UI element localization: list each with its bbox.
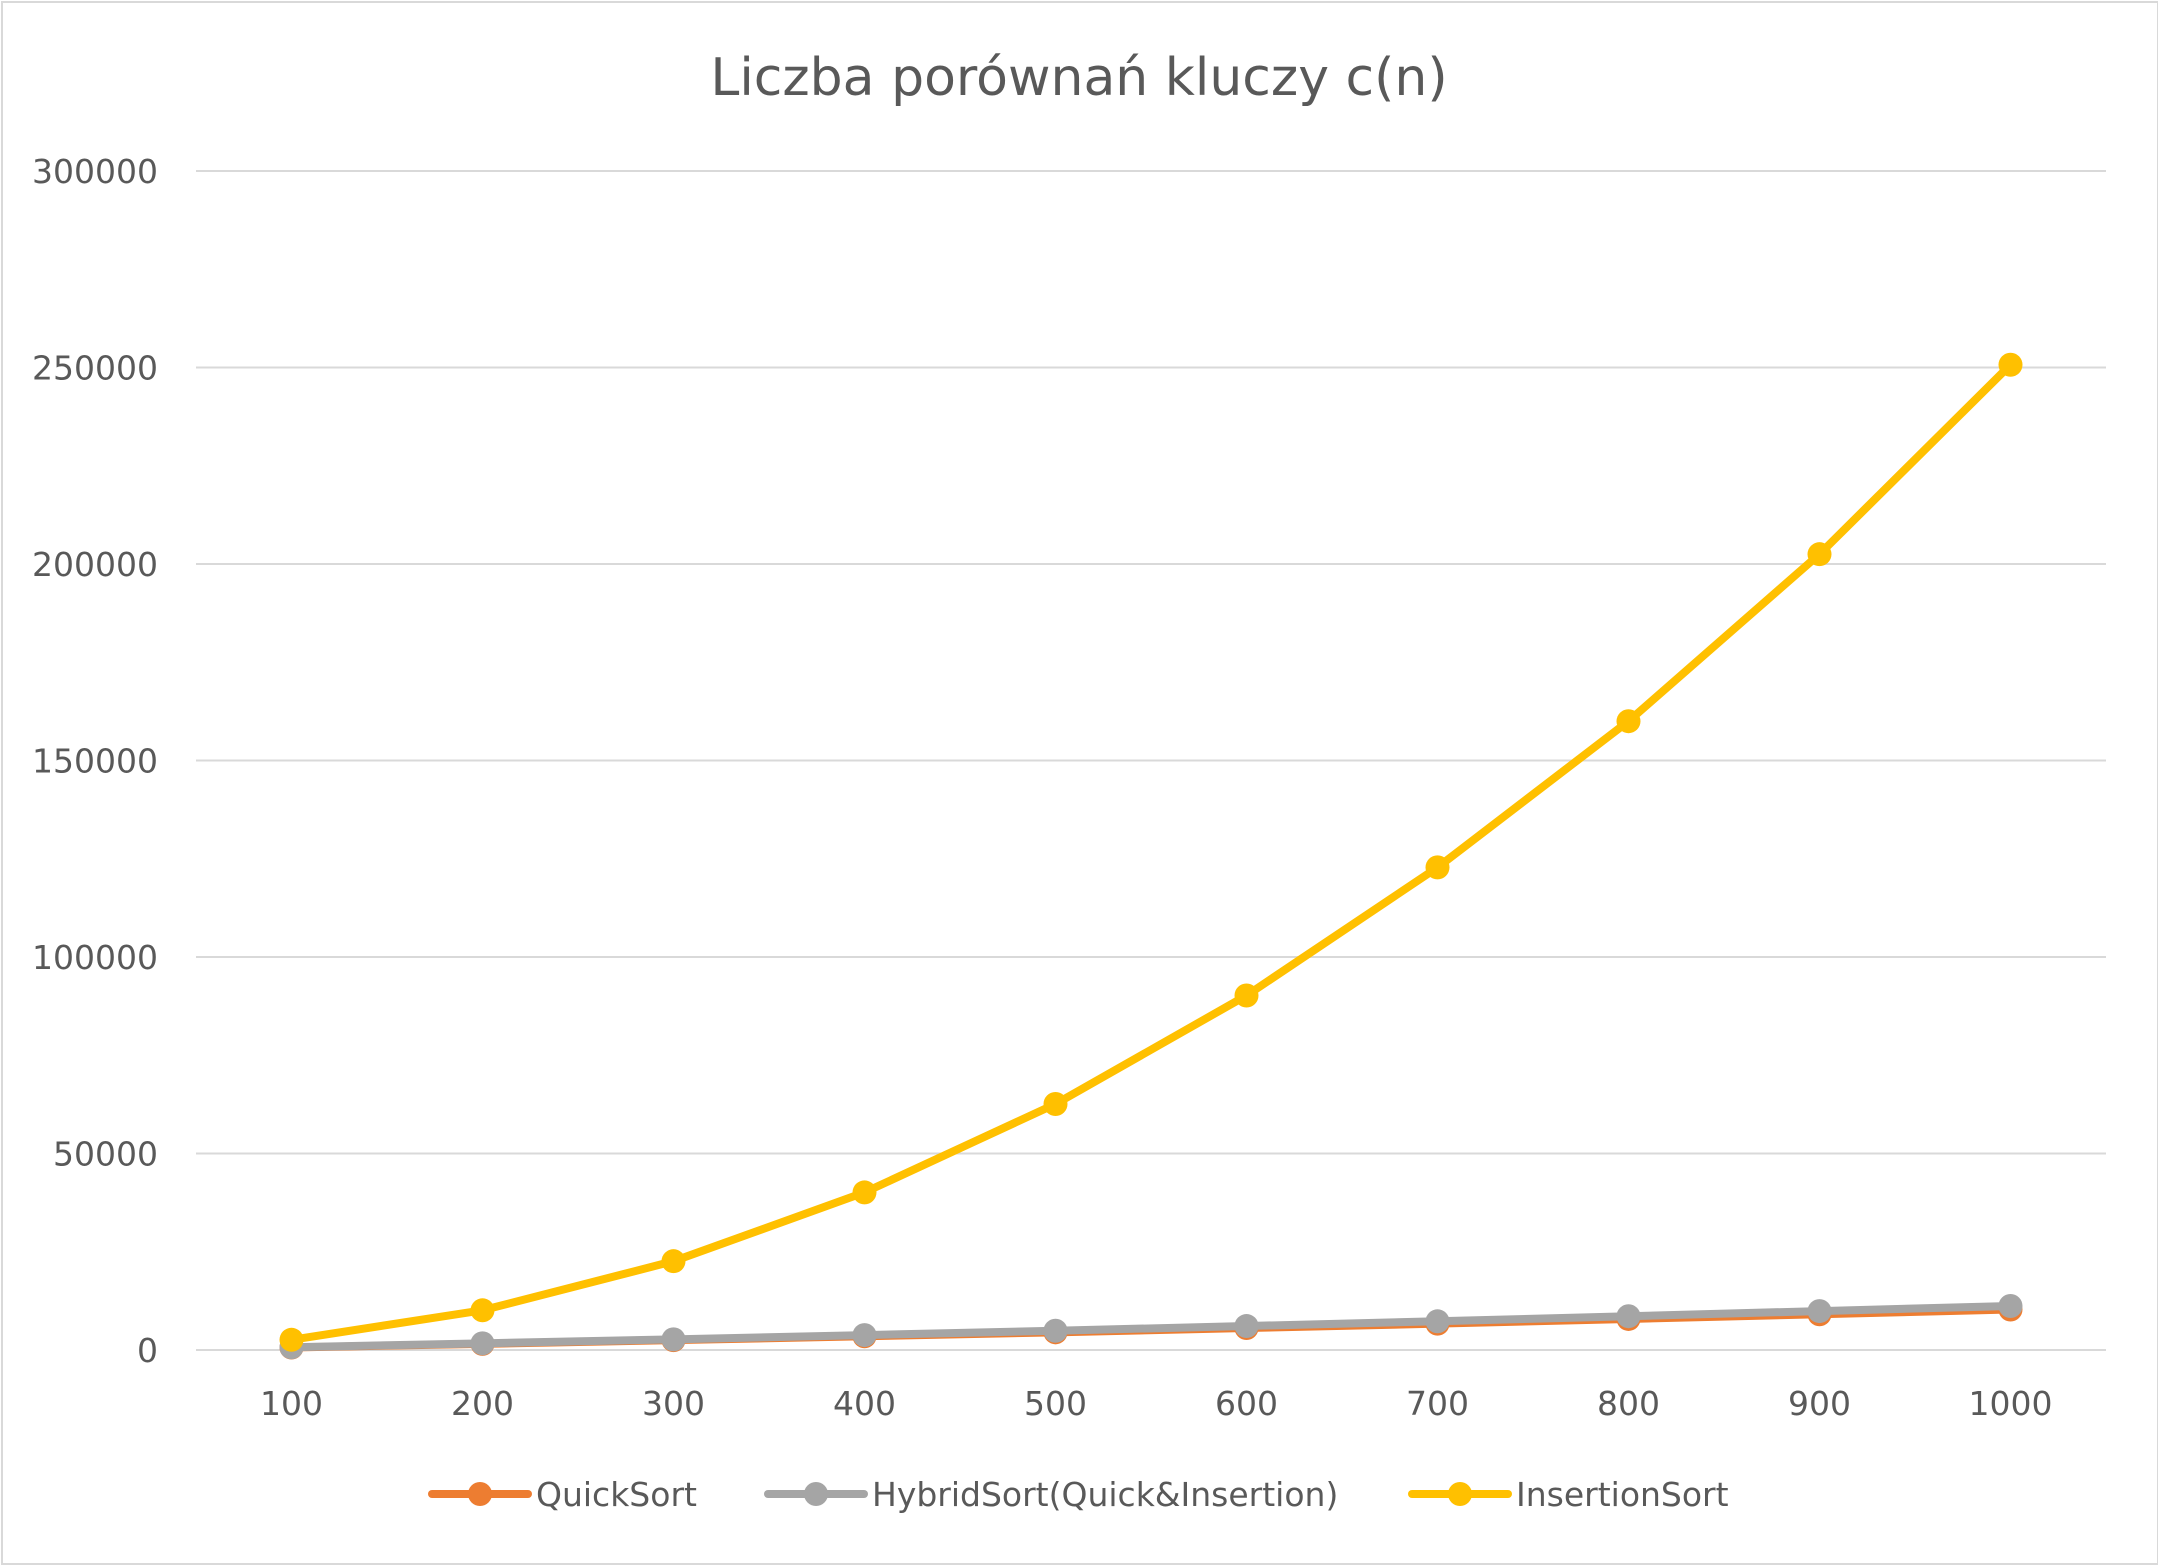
data-point [1425,855,1450,880]
data-point [852,1180,877,1205]
chart-title: Liczba porównań kluczy c(n) [710,48,1447,108]
legend-label: HybridSort(Quick&Insertion) [872,1475,1338,1514]
data-point [1807,542,1832,567]
data-point [1998,352,2023,377]
y-tick-label: 50000 [53,1135,158,1174]
data-point [661,1327,686,1352]
legend-label: InsertionSort [1516,1475,1729,1514]
legend-entry: InsertionSort [1408,1475,1729,1514]
data-point [1234,1314,1259,1339]
data-point [852,1323,877,1348]
x-tick-label: 500 [1024,1384,1087,1423]
data-point [1998,1293,2023,1318]
gridlines [196,170,2106,1351]
legend-swatch-marker [1448,1482,1472,1506]
series-lines [279,352,2023,1360]
data-point [470,1331,495,1356]
x-tick-label: 600 [1215,1384,1278,1423]
data-point [1616,1304,1641,1329]
y-tick-label: 100000 [32,938,158,977]
data-point [470,1298,495,1323]
data-point [1043,1318,1068,1343]
x-tick-label: 700 [1406,1384,1469,1423]
legend-swatch-marker [468,1482,492,1506]
x-tick-label: 400 [833,1384,896,1423]
x-tick-label: 800 [1597,1384,1660,1423]
data-point [1425,1309,1450,1334]
series-line [287,360,2015,1344]
x-tick-label: 300 [642,1384,705,1423]
data-point [1043,1091,1068,1116]
legend-entry: QuickSort [428,1475,697,1514]
data-point [661,1249,686,1274]
legend: QuickSort HybridSort(Quick&Insertion) Inse… [428,1475,1729,1514]
y-tick-label: 300000 [32,152,158,191]
x-tick-label: 100 [260,1384,323,1423]
y-tick-label: 0 [137,1331,158,1370]
legend-label: QuickSort [536,1475,697,1514]
data-point [1616,709,1641,734]
x-tick-label: 200 [451,1384,514,1423]
x-tick-label: 1000 [1969,1384,2053,1423]
legend-entry: HybridSort(Quick&Insertion) [764,1475,1338,1514]
data-point [1234,983,1259,1008]
x-axis-ticks: 100 200 300 400 500 600 700 800 900 1000 [260,1384,2052,1423]
legend-swatch-marker [804,1482,828,1506]
data-point [1807,1299,1832,1324]
data-point [279,1327,304,1352]
y-tick-label: 250000 [32,349,158,388]
x-tick-label: 900 [1788,1384,1851,1423]
series-line [287,1301,2015,1352]
y-axis-ticks: 0 50000 100000 150000 200000 250000 300000 [32,152,158,1370]
y-tick-label: 200000 [32,545,158,584]
series-2 [279,352,2023,1352]
y-tick-label: 150000 [32,742,158,781]
